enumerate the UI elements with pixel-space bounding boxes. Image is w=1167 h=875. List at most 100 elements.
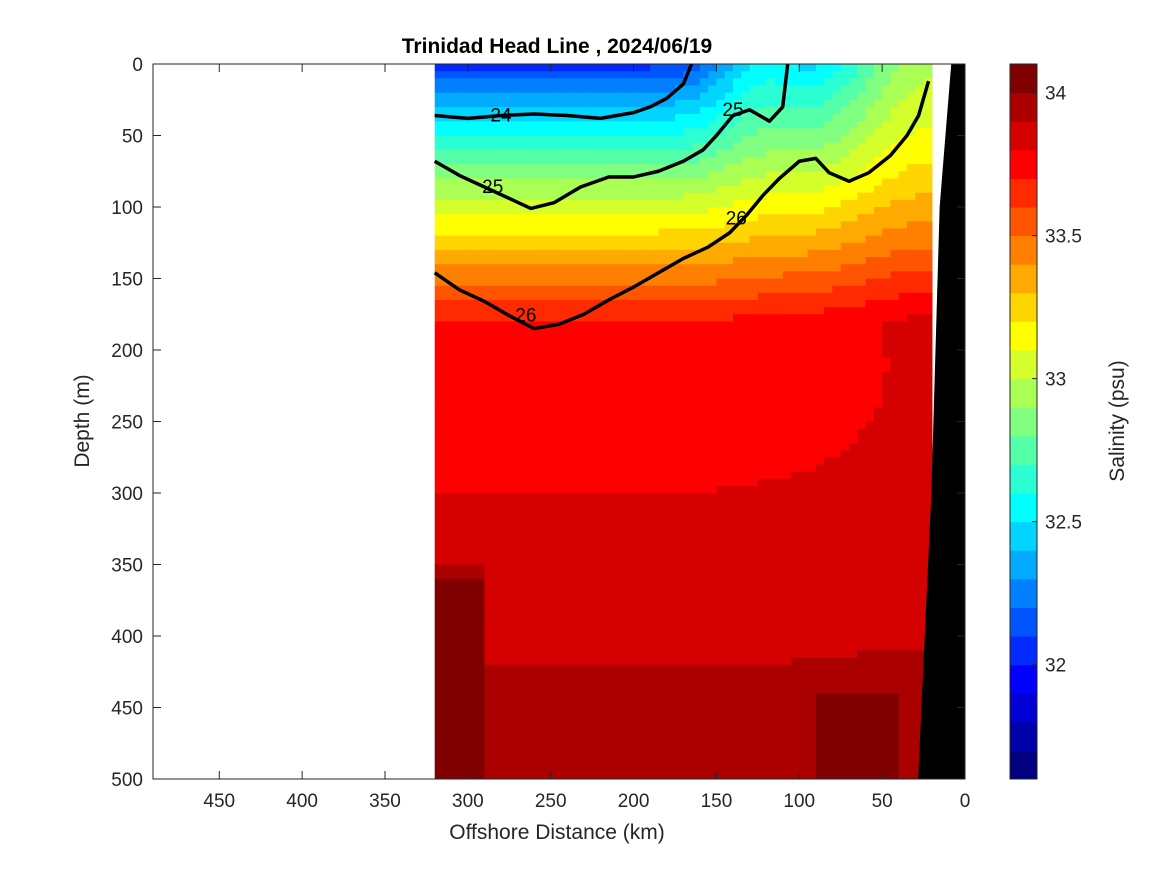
field-cell xyxy=(625,657,635,666)
field-cell xyxy=(724,500,734,508)
field-cell xyxy=(766,535,776,544)
field-cell xyxy=(766,657,776,666)
field-cell xyxy=(583,414,593,423)
field-cell xyxy=(542,257,552,265)
field-cell xyxy=(459,135,469,144)
field-cell xyxy=(650,435,660,444)
field-cell xyxy=(501,342,510,351)
field-cell xyxy=(476,228,486,237)
field-cell xyxy=(434,214,444,222)
field-cell xyxy=(641,378,651,387)
field-cell xyxy=(766,314,776,322)
field-cell xyxy=(484,164,494,172)
field-cell xyxy=(782,757,792,766)
field-cell xyxy=(641,128,651,137)
field-cell xyxy=(733,414,742,423)
field-cell xyxy=(517,228,527,237)
field-cell xyxy=(633,514,643,523)
field-cell xyxy=(791,214,800,222)
field-cell xyxy=(641,371,651,380)
field-cell xyxy=(451,228,461,237)
field-cell xyxy=(443,64,452,72)
field-cell xyxy=(600,128,610,137)
field-cell xyxy=(716,757,726,766)
field-cell xyxy=(824,736,834,744)
field-cell xyxy=(757,156,767,165)
field-cell xyxy=(459,543,469,551)
field-cell xyxy=(807,714,817,723)
field-cell xyxy=(733,743,742,751)
field-cell xyxy=(608,714,618,723)
field-cell xyxy=(583,535,593,544)
field-cell xyxy=(484,85,494,94)
field-cell xyxy=(534,750,544,759)
field-cell xyxy=(782,664,792,673)
field-cell xyxy=(675,514,684,523)
field-cell xyxy=(815,471,825,480)
field-cell xyxy=(683,321,693,330)
field-cell xyxy=(617,314,626,322)
field-cell xyxy=(708,385,718,394)
field-cell xyxy=(699,242,709,251)
field-cell xyxy=(625,64,635,72)
field-cell xyxy=(691,314,701,322)
field-cell xyxy=(534,385,544,394)
field-cell xyxy=(757,64,767,72)
field-cell xyxy=(641,578,651,587)
field-cell xyxy=(724,400,734,408)
field-cell xyxy=(824,643,834,651)
field-cell xyxy=(525,278,535,287)
field-cell xyxy=(650,421,660,430)
field-cell xyxy=(757,543,767,551)
field-cell xyxy=(617,135,626,144)
field-cell xyxy=(600,585,610,594)
field-cell xyxy=(782,278,792,287)
field-cell xyxy=(824,707,834,716)
field-cell xyxy=(683,493,693,501)
field-cell xyxy=(517,350,527,358)
field-cell xyxy=(567,550,577,558)
field-cell xyxy=(625,557,635,566)
field-cell xyxy=(484,64,494,72)
field-cell xyxy=(799,321,809,330)
field-cell xyxy=(484,235,494,244)
field-cell xyxy=(840,500,850,508)
field-cell xyxy=(608,178,618,187)
field-cell xyxy=(683,650,693,659)
field-cell xyxy=(476,757,486,766)
field-cell xyxy=(534,557,544,566)
field-cell xyxy=(567,164,577,172)
field-cell xyxy=(501,114,510,122)
field-cell xyxy=(832,335,842,344)
field-cell xyxy=(542,700,552,709)
field-cell xyxy=(484,364,494,373)
field-cell xyxy=(741,557,751,566)
field-cell xyxy=(583,235,593,244)
field-cell xyxy=(782,121,792,129)
field-cell xyxy=(766,686,776,694)
field-cell xyxy=(451,686,461,694)
field-cell xyxy=(749,657,759,666)
field-cell xyxy=(434,693,444,701)
field-cell xyxy=(824,485,834,494)
field-cell xyxy=(840,664,850,673)
field-cell xyxy=(741,757,751,766)
field-cell xyxy=(443,214,452,222)
field-cell xyxy=(542,707,552,716)
field-cell xyxy=(525,335,535,344)
field-cell xyxy=(550,543,560,551)
field-cell xyxy=(567,357,577,365)
field-cell xyxy=(567,607,577,616)
field-cell xyxy=(600,335,610,344)
field-cell xyxy=(559,521,568,530)
field-cell xyxy=(542,585,552,594)
field-cell xyxy=(600,557,610,566)
field-cell xyxy=(617,364,626,373)
field-cell xyxy=(675,557,684,566)
field-cell xyxy=(658,500,668,508)
field-cell xyxy=(791,628,800,637)
field-cell xyxy=(559,199,568,208)
field-cell xyxy=(766,249,776,258)
field-cell xyxy=(824,421,834,430)
field-cell xyxy=(840,249,850,258)
